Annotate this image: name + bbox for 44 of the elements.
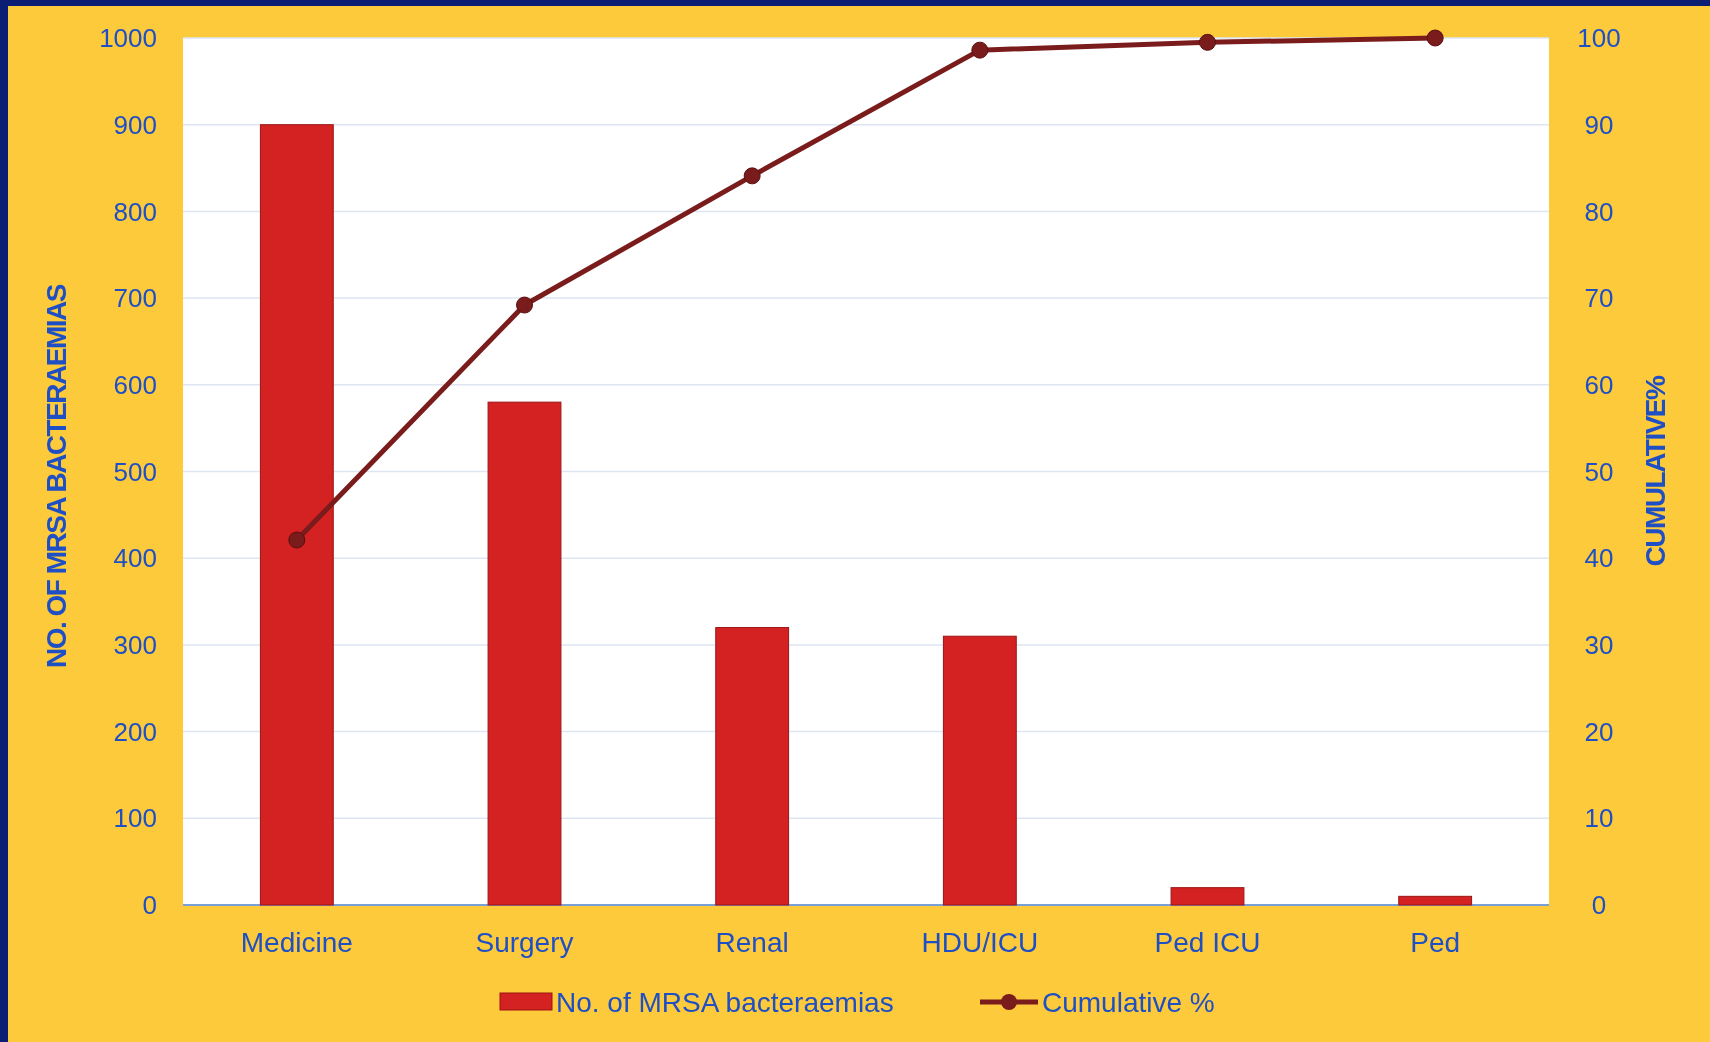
- x-tick-label: Medicine: [240, 927, 353, 958]
- point: [743, 167, 761, 185]
- y2-tick-label: 30: [1584, 630, 1614, 660]
- bar: [942, 635, 1017, 906]
- bar: [259, 124, 334, 906]
- y2-tick-label: 100: [1577, 23, 1621, 54]
- x-tick-label: Ped: [1410, 927, 1461, 958]
- y2-tick-label: 0: [1591, 890, 1607, 921]
- x-tick-label: Surgery: [475, 927, 574, 958]
- y2-tick-label: 90: [1584, 109, 1614, 140]
- x-tick-label: Ped ICU: [1154, 927, 1261, 958]
- legend-label: Cumulative %: [1042, 986, 1215, 1018]
- point: [1426, 29, 1444, 47]
- bar: [1170, 887, 1245, 906]
- y-tick-label: 600: [113, 369, 157, 400]
- y-tick-label: 500: [113, 456, 157, 487]
- y2-tick-label: 80: [1584, 196, 1614, 227]
- y-tick-label: 200: [113, 716, 157, 747]
- y-axis-title: NO. OF MRSA BACTERAEMIAS: [41, 284, 72, 668]
- x-tick-label: Renal: [715, 927, 789, 958]
- y2-tick-label: 50: [1584, 456, 1614, 487]
- legend-label: No. of MRSA bacteraemias: [556, 986, 894, 1018]
- point: [1199, 33, 1216, 51]
- bar: [487, 401, 562, 906]
- y-tick-label: 700: [113, 283, 157, 314]
- y2-tick-label: 60: [1584, 369, 1614, 400]
- point: [516, 296, 533, 314]
- y2-tick-label: 10: [1584, 803, 1614, 834]
- y2-axis-title: CUMULATIVE%: [1640, 374, 1671, 567]
- y2-tick-label: 40: [1584, 543, 1614, 574]
- y-tick-label: 800: [113, 196, 157, 227]
- y-tick-label: 100: [113, 803, 157, 834]
- bar: [1398, 895, 1473, 906]
- y-tick-label: 300: [113, 630, 157, 660]
- y-tick-label: 400: [113, 543, 157, 574]
- y-tick-label: 0: [142, 890, 157, 921]
- point: [288, 531, 306, 549]
- point: [971, 41, 989, 59]
- x-tick-label: HDU/ICU: [921, 927, 1039, 958]
- y-tick-label: 1000: [99, 23, 157, 54]
- y2-tick-label: 20: [1584, 716, 1614, 747]
- y-tick-label: 900: [113, 109, 157, 140]
- bar: [715, 627, 790, 906]
- y2-tick-label: 70: [1584, 283, 1614, 314]
